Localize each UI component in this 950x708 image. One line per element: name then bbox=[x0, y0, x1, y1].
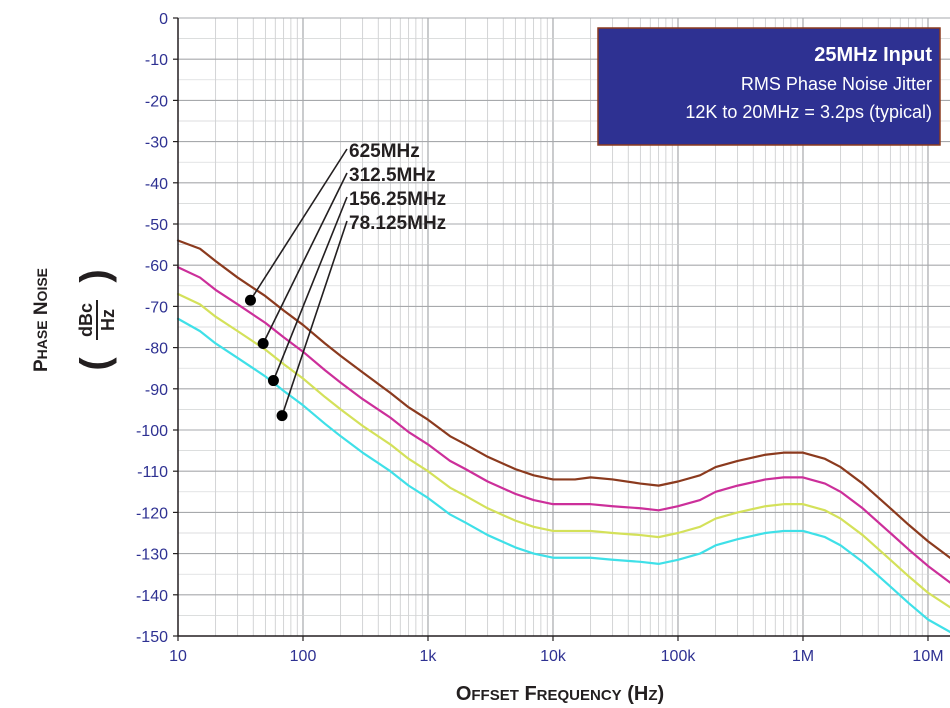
y-axis-unit: ( dBc Hz ) bbox=[73, 269, 118, 370]
y-tick-label: -80 bbox=[145, 341, 168, 358]
info-box-title: 25MHz Input bbox=[814, 44, 932, 66]
grid bbox=[178, 17, 950, 637]
plot-frame bbox=[173, 17, 950, 641]
x-tick-label: 10k bbox=[540, 648, 567, 665]
x-tick-label: 1M bbox=[792, 648, 814, 665]
info-box: 25MHz Input RMS Phase Noise Jitter 12K t… bbox=[597, 27, 941, 146]
series-lines bbox=[176, 239, 950, 633]
callout-leader-line bbox=[249, 148, 348, 301]
y-tick-label: -100 bbox=[136, 423, 168, 440]
x-tick-label: 100k bbox=[661, 648, 697, 665]
callout-leader-line bbox=[281, 220, 348, 416]
series-line-78-125mhz bbox=[176, 317, 950, 633]
info-box-background bbox=[597, 27, 941, 146]
y-tick-label: 0 bbox=[159, 11, 168, 28]
callout-marker bbox=[267, 375, 279, 387]
y-tick-label: -10 bbox=[145, 52, 168, 69]
y-axis-unit-denominator: Hz bbox=[98, 309, 118, 331]
callout-leader-line bbox=[262, 172, 348, 344]
callout-leader-line bbox=[272, 196, 348, 381]
y-axis-unit-numerator: dBc bbox=[76, 303, 96, 337]
y-axis-unit-paren-left: ( bbox=[73, 357, 117, 371]
callout-label: 625MHz bbox=[349, 141, 420, 162]
y-tick-label: -130 bbox=[136, 547, 168, 564]
info-box-line2: 12K to 20MHz = 3.2ps (typical) bbox=[685, 102, 932, 122]
y-tick-label: -60 bbox=[145, 258, 168, 275]
series-line-312-5mhz bbox=[176, 266, 950, 584]
y-tick-label: -150 bbox=[136, 629, 168, 646]
y-tick-label: -30 bbox=[145, 135, 168, 152]
callout-marker bbox=[257, 337, 269, 349]
y-tick-label: -110 bbox=[137, 464, 168, 481]
tick-labels: 0 -10 -20 -30 -40 -50 -60 -70 -80 -90 -100 -110 -120… bbox=[136, 11, 944, 665]
y-axis-unit-paren-right: ) bbox=[73, 269, 117, 282]
info-box-line1: RMS Phase Noise Jitter bbox=[741, 74, 932, 94]
y-axis-title: PHASE NOISE bbox=[31, 268, 52, 372]
callout-label: 312.5MHz bbox=[349, 165, 436, 186]
y-tick-label: -70 bbox=[145, 299, 168, 316]
callout-marker bbox=[276, 410, 288, 422]
callout-marker bbox=[244, 294, 256, 306]
y-tick-label: -50 bbox=[145, 217, 168, 234]
x-tick-label: 1k bbox=[420, 648, 438, 665]
y-tick-label: -90 bbox=[145, 382, 168, 399]
x-tick-label: 10M bbox=[912, 648, 943, 665]
y-tick-label: -140 bbox=[136, 588, 168, 605]
series-line-156-25mhz bbox=[176, 292, 950, 609]
y-tick-label: -40 bbox=[145, 176, 168, 193]
y-tick-label: -120 bbox=[136, 505, 168, 522]
series-line-625mhz bbox=[176, 239, 950, 559]
y-tick-label: -20 bbox=[145, 93, 168, 110]
callout-label: 156.25MHz bbox=[349, 189, 446, 210]
x-axis-title: OFFSET FREQUENCY (HZ) bbox=[456, 683, 664, 705]
callouts: 625MHz 312.5MHz 156.25MHz 78.125MHz bbox=[244, 141, 446, 422]
x-tick-label: 10 bbox=[169, 648, 187, 665]
x-tick-label: 100 bbox=[290, 648, 317, 665]
callout-label: 78.125MHz bbox=[349, 213, 446, 234]
